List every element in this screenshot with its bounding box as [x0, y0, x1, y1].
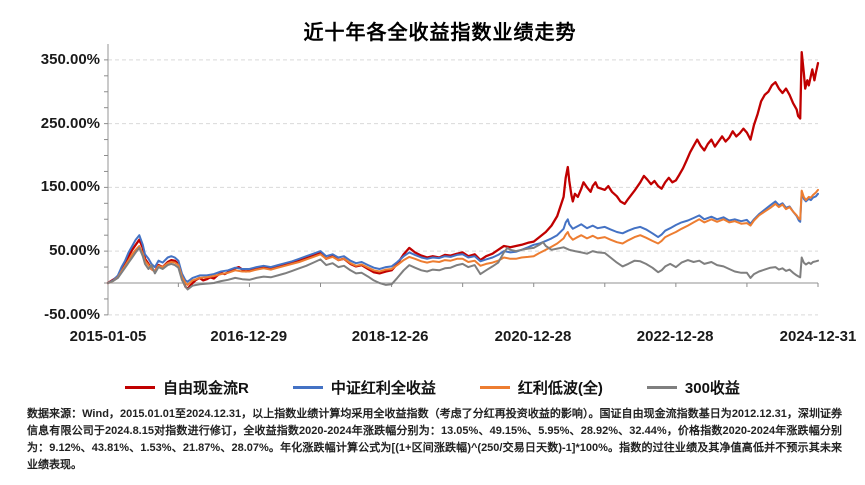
- series-line-3: [107, 241, 819, 291]
- legend-line-swatch: [646, 386, 677, 389]
- legend-line-swatch: [125, 386, 156, 389]
- y-axis-tick-label: -50.00%: [44, 305, 100, 323]
- x-axis-tick-label: 2016-12-29: [210, 328, 288, 345]
- y-axis-tick-label: 150.00%: [40, 178, 100, 196]
- series-line-0: [106, 51, 820, 290]
- y-axis-tick-label: 50.00%: [49, 242, 100, 260]
- x-axis-tick-label: 2024-12-31: [779, 328, 857, 345]
- legend-item-dividend-low-vol: 红利低波(全): [479, 377, 603, 398]
- legend-label: 中证红利全收益: [330, 380, 436, 397]
- line-chart-canvas: [104, 44, 820, 316]
- series-line-2: [107, 188, 819, 286]
- x-axis-tick-label: 2022-12-28: [636, 328, 714, 345]
- legend-item-csi-dividend: 中证红利全收益: [292, 377, 436, 398]
- legend-label: 红利低波(全): [517, 380, 603, 397]
- footnote-text: 数据来源：Wind，2015.01.01至2024.12.31，以上指数业绩计算…: [27, 408, 842, 472]
- legend-line-swatch: [292, 386, 323, 389]
- y-axis-tick-label: 350.00%: [40, 50, 100, 68]
- legend: 自由现金流R 中证红利全收益 红利低波(全) 300收益: [0, 377, 865, 398]
- legend-item-free-cash-flow: 自由现金流R: [125, 377, 249, 398]
- y-axis-tick-label: 250.00%: [40, 114, 100, 132]
- x-axis-tick-label: 2020-12-28: [494, 328, 572, 345]
- legend-label: 300收益: [684, 380, 740, 397]
- series-line-1: [107, 190, 819, 284]
- x-axis-tick-label: 2018-12-26: [351, 328, 429, 345]
- legend-item-300-return: 300收益: [646, 377, 740, 398]
- x-axis-tick-label: 2015-01-05: [69, 328, 147, 345]
- legend-line-swatch: [479, 386, 510, 389]
- legend-label: 自由现金流R: [163, 380, 249, 397]
- chart-title: 近十年各全收益指数业绩走势: [303, 22, 577, 44]
